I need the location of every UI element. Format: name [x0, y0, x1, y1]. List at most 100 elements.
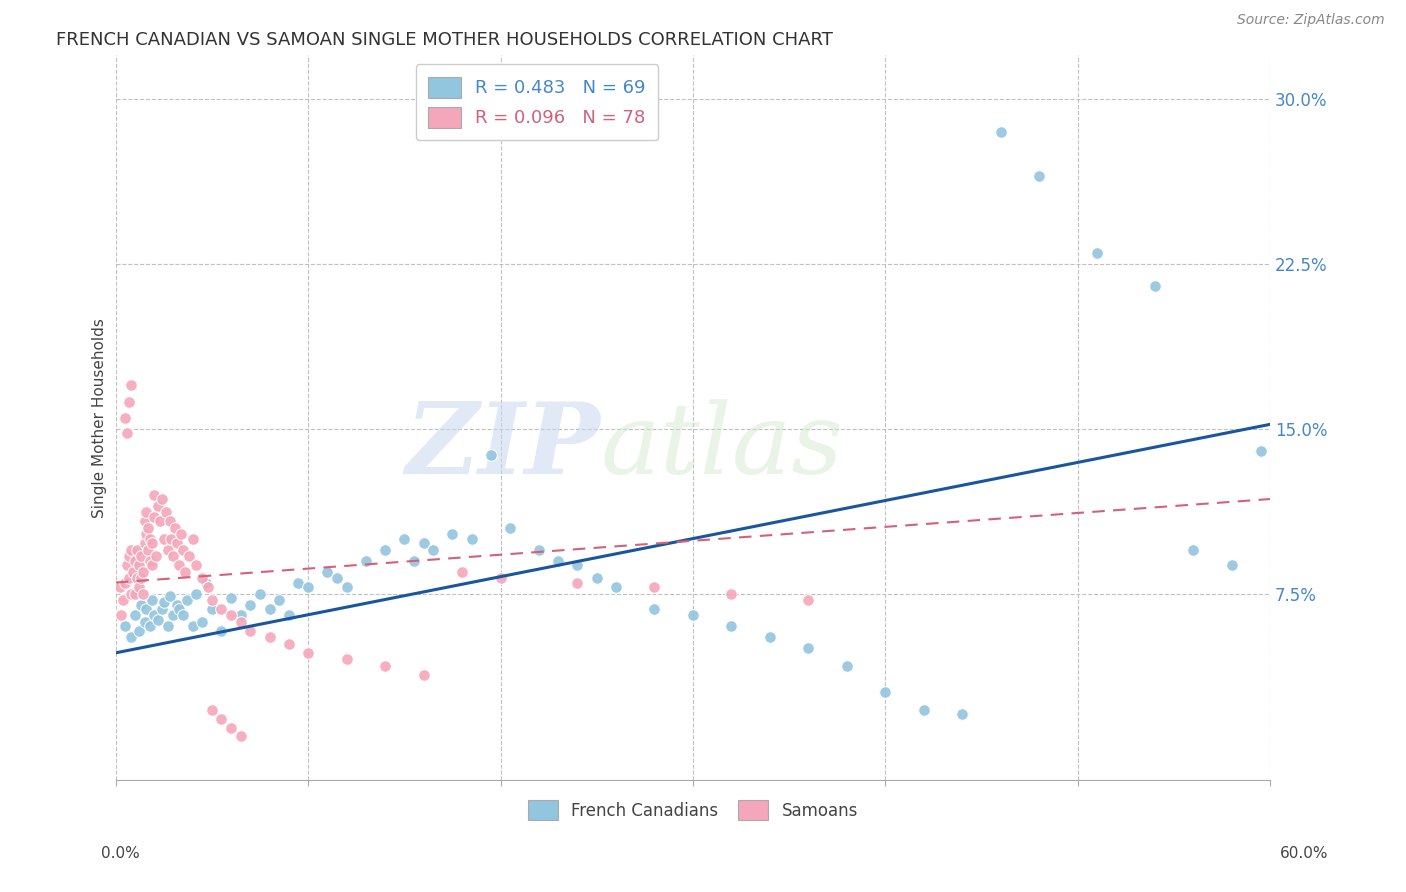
Point	[143, 488, 166, 502]
Point	[239, 624, 262, 638]
Point	[1182, 542, 1205, 557]
Point	[159, 589, 181, 603]
Text: atlas: atlas	[600, 399, 844, 494]
Point	[166, 536, 188, 550]
Point	[643, 602, 665, 616]
Point	[141, 536, 163, 550]
Point	[124, 608, 146, 623]
Point	[186, 558, 208, 572]
Point	[141, 558, 163, 572]
Point	[195, 575, 218, 590]
Point	[547, 553, 569, 567]
Point	[176, 593, 198, 607]
Point	[134, 615, 156, 629]
Point	[139, 619, 162, 633]
Point	[336, 580, 359, 594]
Point	[114, 619, 136, 633]
Point	[156, 619, 179, 633]
Point	[990, 125, 1012, 139]
Point	[170, 527, 193, 541]
Point	[259, 602, 281, 616]
Point	[155, 505, 177, 519]
Point	[835, 659, 858, 673]
Point	[201, 703, 224, 717]
Point	[125, 571, 148, 585]
Point	[110, 608, 132, 623]
Point	[682, 608, 704, 623]
Point	[229, 608, 252, 623]
Point	[460, 532, 482, 546]
Point	[1143, 278, 1166, 293]
Point	[394, 532, 416, 546]
Point	[129, 598, 152, 612]
Point	[124, 553, 146, 567]
Point	[451, 565, 474, 579]
Point	[124, 586, 146, 600]
Point	[138, 520, 160, 534]
Point	[211, 602, 233, 616]
Point	[211, 624, 233, 638]
Point	[120, 377, 142, 392]
Point	[118, 549, 141, 563]
Point	[326, 571, 349, 585]
Point	[146, 613, 169, 627]
Point	[277, 608, 299, 623]
Point	[297, 646, 319, 660]
Point	[297, 580, 319, 594]
Point	[141, 593, 163, 607]
Point	[759, 631, 782, 645]
Point	[229, 615, 252, 629]
Point	[152, 532, 174, 546]
Point	[239, 598, 262, 612]
Point	[156, 542, 179, 557]
Point	[201, 593, 224, 607]
Point	[128, 558, 150, 572]
Y-axis label: Single Mother Households: Single Mother Households	[93, 318, 107, 517]
Point	[219, 608, 242, 623]
Point	[129, 571, 152, 585]
Point	[201, 602, 224, 616]
Point	[191, 571, 214, 585]
Point	[197, 580, 219, 594]
Point	[120, 542, 142, 557]
Point	[108, 580, 131, 594]
Point	[277, 637, 299, 651]
Point	[412, 668, 434, 682]
Point	[567, 558, 589, 572]
Point	[720, 586, 742, 600]
Point	[128, 624, 150, 638]
Point	[139, 553, 162, 567]
Point	[174, 565, 197, 579]
Point	[131, 565, 153, 579]
Point	[354, 553, 377, 567]
Point	[167, 602, 190, 616]
Point	[527, 542, 550, 557]
Point	[441, 527, 464, 541]
Point	[143, 608, 166, 623]
Point	[316, 565, 339, 579]
Text: Source: ZipAtlas.com: Source: ZipAtlas.com	[1237, 13, 1385, 28]
Point	[567, 575, 589, 590]
Point	[191, 615, 214, 629]
Point	[422, 542, 444, 557]
Point	[143, 509, 166, 524]
Point	[1028, 169, 1050, 183]
Point	[287, 575, 309, 590]
Point	[336, 652, 359, 666]
Point	[219, 591, 242, 605]
Point	[145, 549, 167, 563]
Point	[115, 426, 138, 441]
Point	[585, 571, 607, 585]
Text: 60.0%: 60.0%	[1281, 847, 1329, 861]
Point	[114, 575, 136, 590]
Point	[120, 631, 142, 645]
Point	[118, 395, 141, 409]
Point	[479, 448, 502, 462]
Point	[402, 553, 425, 567]
Point	[162, 608, 184, 623]
Point	[229, 730, 252, 744]
Point	[159, 514, 181, 528]
Point	[138, 542, 160, 557]
Point	[1085, 246, 1108, 260]
Point	[181, 532, 204, 546]
